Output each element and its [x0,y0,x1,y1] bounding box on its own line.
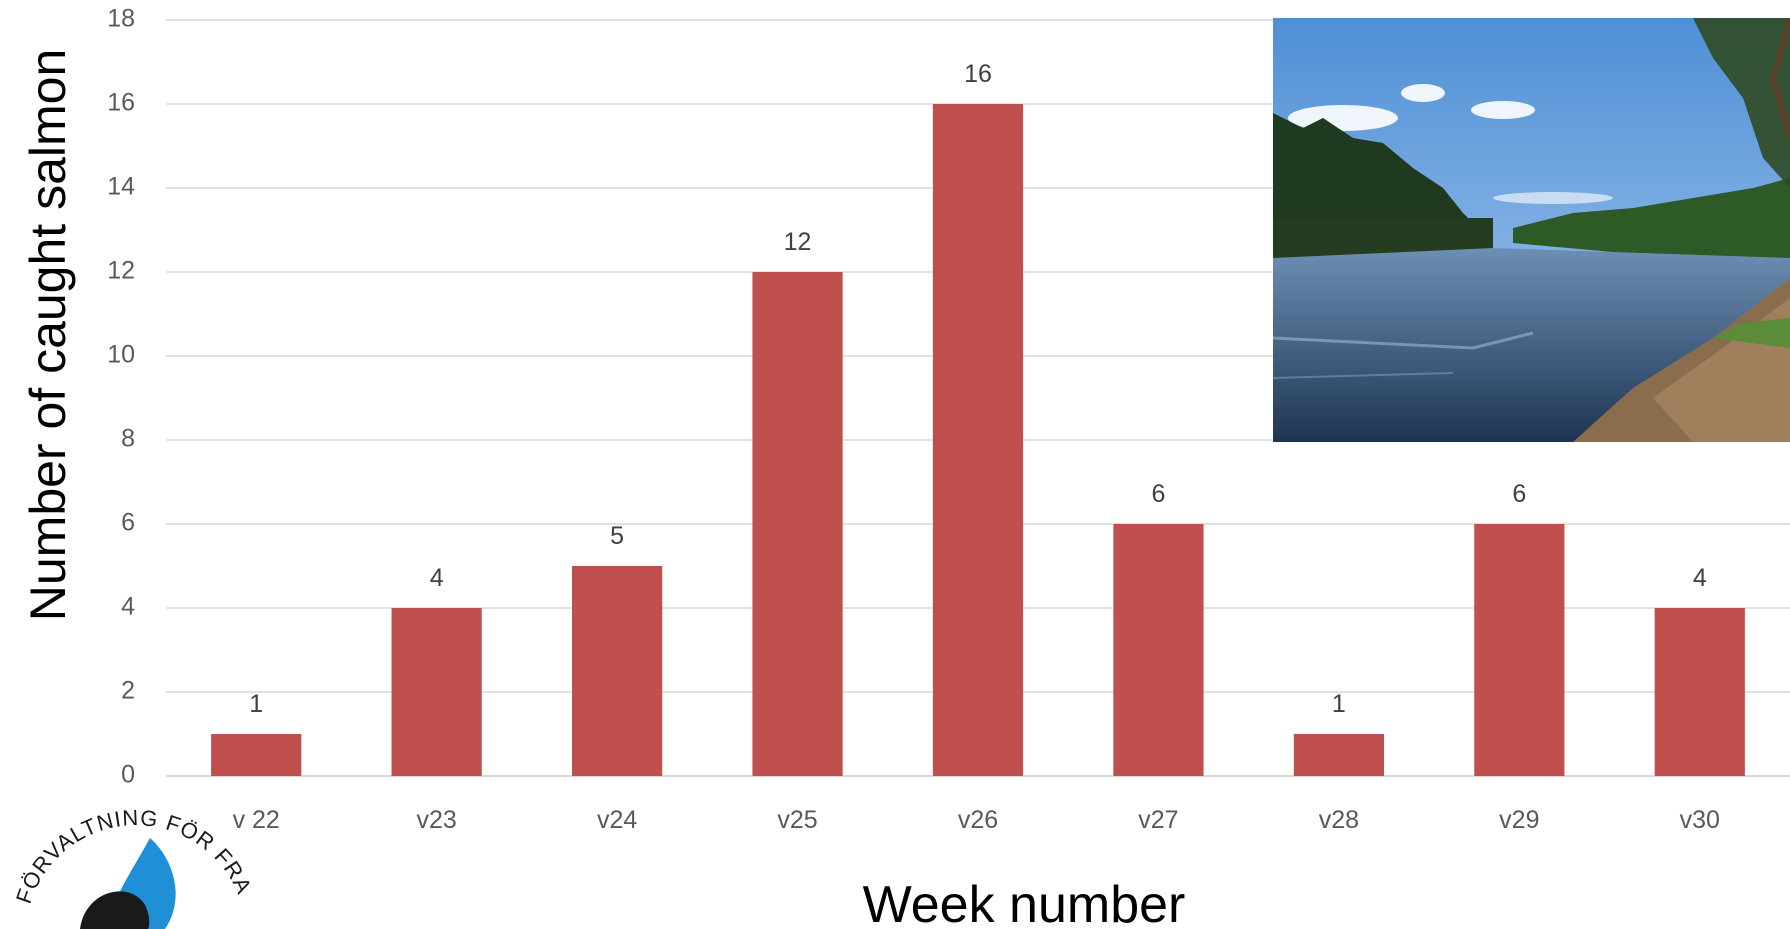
bar [1113,524,1204,776]
bar [391,608,482,776]
y-tick-label: 2 [121,677,135,705]
data-label: 4 [1693,564,1707,592]
x-tick-label: v26 [958,806,998,834]
x-tick-label: v25 [777,806,817,834]
data-label: 1 [249,690,263,718]
y-tick-label: 10 [107,341,135,369]
bar [1474,524,1565,776]
y-tick-label: 0 [121,761,135,789]
fish-shape-icon [80,891,150,929]
bar [752,272,843,776]
bar [211,734,302,776]
x-tick-label: v 22 [233,806,280,834]
x-axis-title: Week number [863,876,1186,929]
y-axis-title: Number of caught salmon [20,49,76,622]
x-tick-label: v28 [1319,806,1359,834]
bar [932,104,1024,776]
bar [1293,734,1384,776]
y-tick-label: 6 [121,509,135,537]
data-label: 5 [610,522,624,550]
y-tick-label: 4 [121,593,135,621]
y-tick-label: 8 [121,425,135,453]
data-label: 16 [964,60,992,88]
data-label: 6 [1151,480,1165,508]
bar [572,566,663,776]
data-label: 4 [430,564,444,592]
x-tick-label: v27 [1138,806,1178,834]
x-tick-label: v24 [597,806,637,834]
data-label: 12 [784,228,812,256]
bars [211,104,1745,776]
y-tick-label: 18 [107,5,135,33]
y-tick-label: 14 [107,173,135,201]
y-tick-labels: 0 2 4 6 8 10 12 14 16 18 [107,5,135,789]
data-label: 1 [1332,690,1346,718]
x-tick-label: v29 [1499,806,1539,834]
river-landscape-photo [1273,18,1790,442]
x-tick-label: v30 [1680,806,1720,834]
x-tick-labels: v 22 v23 v24 v25 v26 v27 v28 v29 v30 [233,806,1720,834]
data-label: 6 [1512,480,1526,508]
bar [1654,608,1745,776]
y-tick-label: 12 [107,257,135,285]
y-tick-label: 16 [107,89,135,117]
x-tick-label: v23 [417,806,457,834]
